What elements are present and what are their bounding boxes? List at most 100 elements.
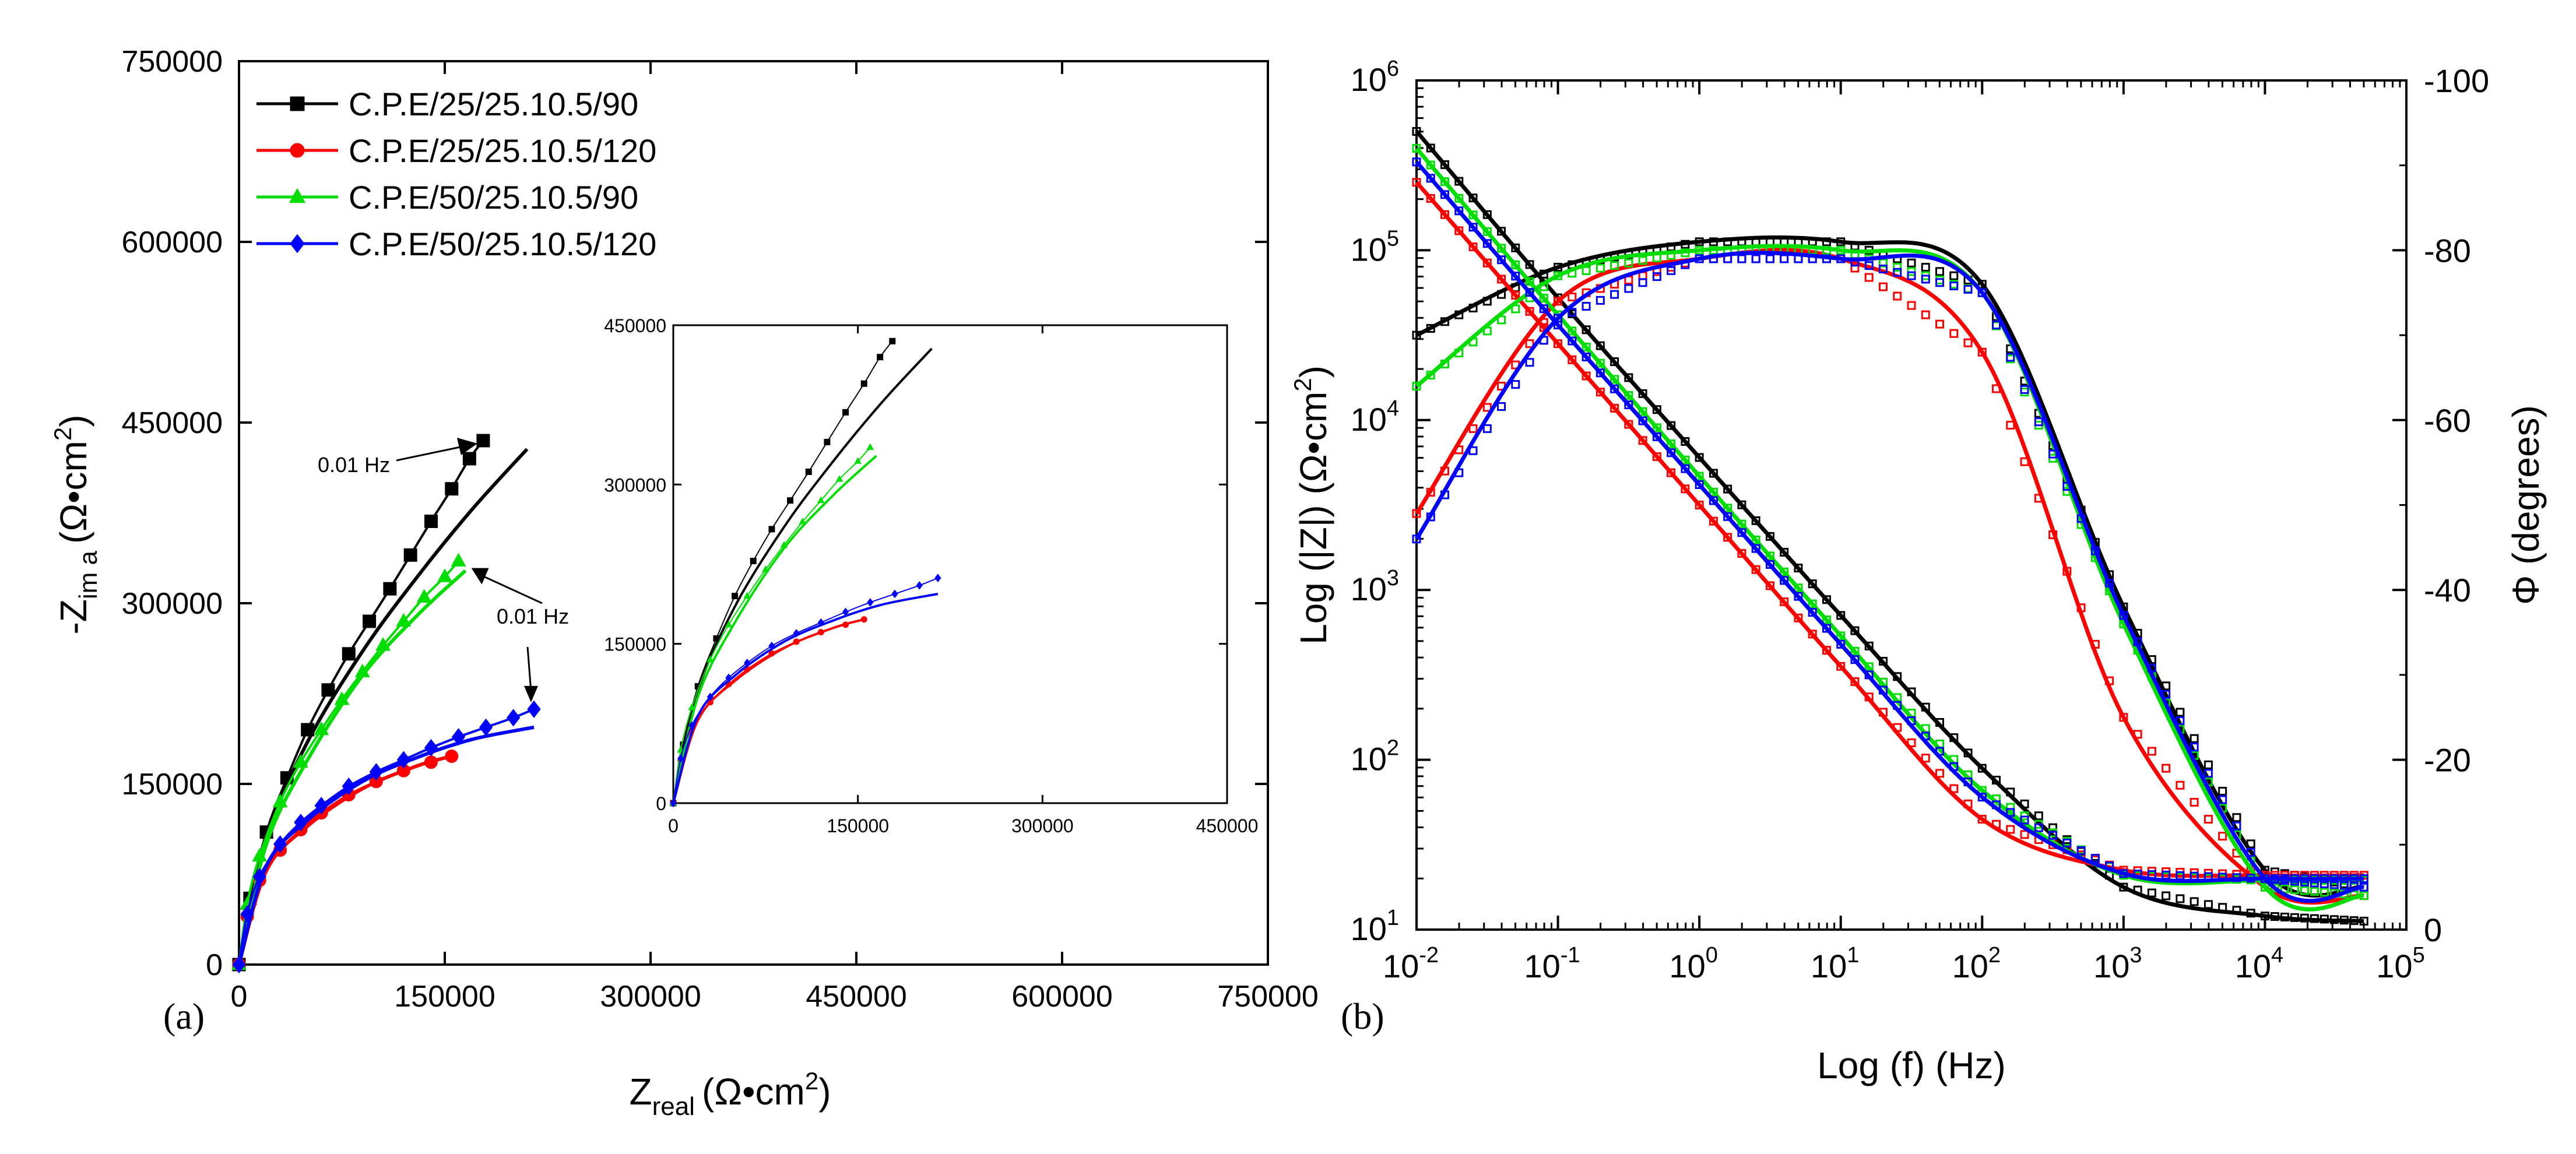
phase-point xyxy=(1992,384,2001,393)
modz-point xyxy=(1440,210,1450,219)
phase-point xyxy=(2232,821,2241,831)
phase-point xyxy=(2133,730,2142,739)
modz-point xyxy=(1681,464,1690,473)
modz-point xyxy=(2300,913,2309,923)
data-point xyxy=(334,691,350,705)
phase-point xyxy=(2280,884,2289,893)
modz-point xyxy=(2339,916,2349,925)
modz-point xyxy=(1454,226,1464,235)
data-point xyxy=(706,655,714,663)
modz-point xyxy=(1907,716,1916,726)
modz-point xyxy=(1992,776,2001,785)
modz-point xyxy=(1921,731,1930,741)
modz-point xyxy=(2176,871,2185,880)
data-point xyxy=(744,659,751,667)
x-tick-label: 101 xyxy=(1811,943,1859,984)
modz-point xyxy=(1992,819,2001,829)
modz-point xyxy=(2090,854,2100,863)
modz-point xyxy=(1681,437,1690,446)
phase-point xyxy=(1921,310,1930,319)
data-point xyxy=(732,593,739,600)
x-tick-label: 10-1 xyxy=(1524,943,1580,984)
y-left-tick-label: 103 xyxy=(1351,566,1399,607)
modz-point xyxy=(1595,388,1605,397)
data-point xyxy=(403,548,417,562)
phase-point xyxy=(1751,254,1760,263)
phase-point xyxy=(2034,417,2043,427)
modz-point xyxy=(1751,536,1760,545)
modz-point xyxy=(1765,551,1774,561)
phase-point xyxy=(2162,689,2171,699)
modz-point xyxy=(1595,368,1605,378)
x-tick-label: 102 xyxy=(1952,943,2001,984)
phase-point xyxy=(1454,310,1464,319)
modz-point xyxy=(1709,487,1718,497)
modz-point xyxy=(1652,423,1661,432)
modz-point xyxy=(1949,762,1959,771)
modz-point xyxy=(1765,560,1774,569)
modz-point xyxy=(1963,748,1973,758)
phase-point xyxy=(1440,490,1450,499)
inset-x-tick-label: 300000 xyxy=(1011,815,1074,836)
phase-point xyxy=(2300,877,2309,886)
phase-point xyxy=(1836,254,1846,263)
modz-point xyxy=(2359,874,2368,884)
modz-point xyxy=(1624,420,1633,429)
data-point xyxy=(768,526,775,533)
phase-point xyxy=(2006,421,2015,430)
y-tick-label: 0 xyxy=(206,948,223,982)
y-tick-exp: 6 xyxy=(1387,57,1399,81)
phase-point xyxy=(1949,271,1959,280)
phase-point xyxy=(1977,347,1987,357)
x-tick-exp: 2 xyxy=(1988,943,2001,967)
x-tick-exp: -2 xyxy=(1419,943,1439,967)
phase-point xyxy=(2320,879,2329,888)
data-point xyxy=(713,635,720,642)
x-tick-exp: 1 xyxy=(1847,943,1859,967)
modz-point xyxy=(1610,357,1619,367)
modz-point xyxy=(2119,882,2128,892)
modz-point xyxy=(1850,655,1860,664)
modz-point xyxy=(1652,452,1661,461)
phase-point xyxy=(1963,338,1973,347)
phase-point xyxy=(1554,297,1563,306)
data-point xyxy=(476,434,490,448)
data-point xyxy=(424,514,438,528)
data-point xyxy=(787,497,794,504)
modz-point xyxy=(1426,174,1435,183)
annotation-arrow xyxy=(396,444,469,462)
modz-point xyxy=(1426,160,1435,170)
y-left-axis-label-close: ) xyxy=(1292,365,1334,378)
phase-point xyxy=(1737,254,1746,263)
modz-point xyxy=(1695,480,1704,490)
phase-point xyxy=(2246,839,2255,849)
data-point xyxy=(799,518,807,525)
modz-point xyxy=(1610,375,1619,384)
phase-point xyxy=(1780,254,1789,263)
phase-point xyxy=(1582,266,1591,275)
data-point xyxy=(354,663,370,678)
data-point xyxy=(273,835,287,853)
data-point xyxy=(342,777,356,796)
data-point xyxy=(867,598,874,607)
phase-point xyxy=(1568,308,1577,317)
modz-point xyxy=(2359,916,2368,926)
data-point xyxy=(817,618,824,627)
data-point xyxy=(252,868,266,886)
data-point xyxy=(445,482,459,496)
series-C.P.E/25/25.10.5/90 xyxy=(232,434,529,972)
data-point xyxy=(416,589,432,603)
modz-point xyxy=(1794,613,1803,622)
modz-point xyxy=(2133,870,2142,879)
phase-point xyxy=(1695,254,1704,263)
phase-point xyxy=(1878,264,1888,273)
x-tick-exp: 3 xyxy=(2129,943,2142,967)
modz-point xyxy=(1497,275,1506,284)
phase-point xyxy=(1667,251,1676,260)
phase-point xyxy=(1681,260,1690,269)
modz-point xyxy=(1454,206,1464,216)
phase-point xyxy=(1878,258,1888,268)
inset-x-tick-label: 0 xyxy=(668,815,679,836)
modz-point xyxy=(1525,277,1534,286)
phase-point xyxy=(1539,318,1548,327)
